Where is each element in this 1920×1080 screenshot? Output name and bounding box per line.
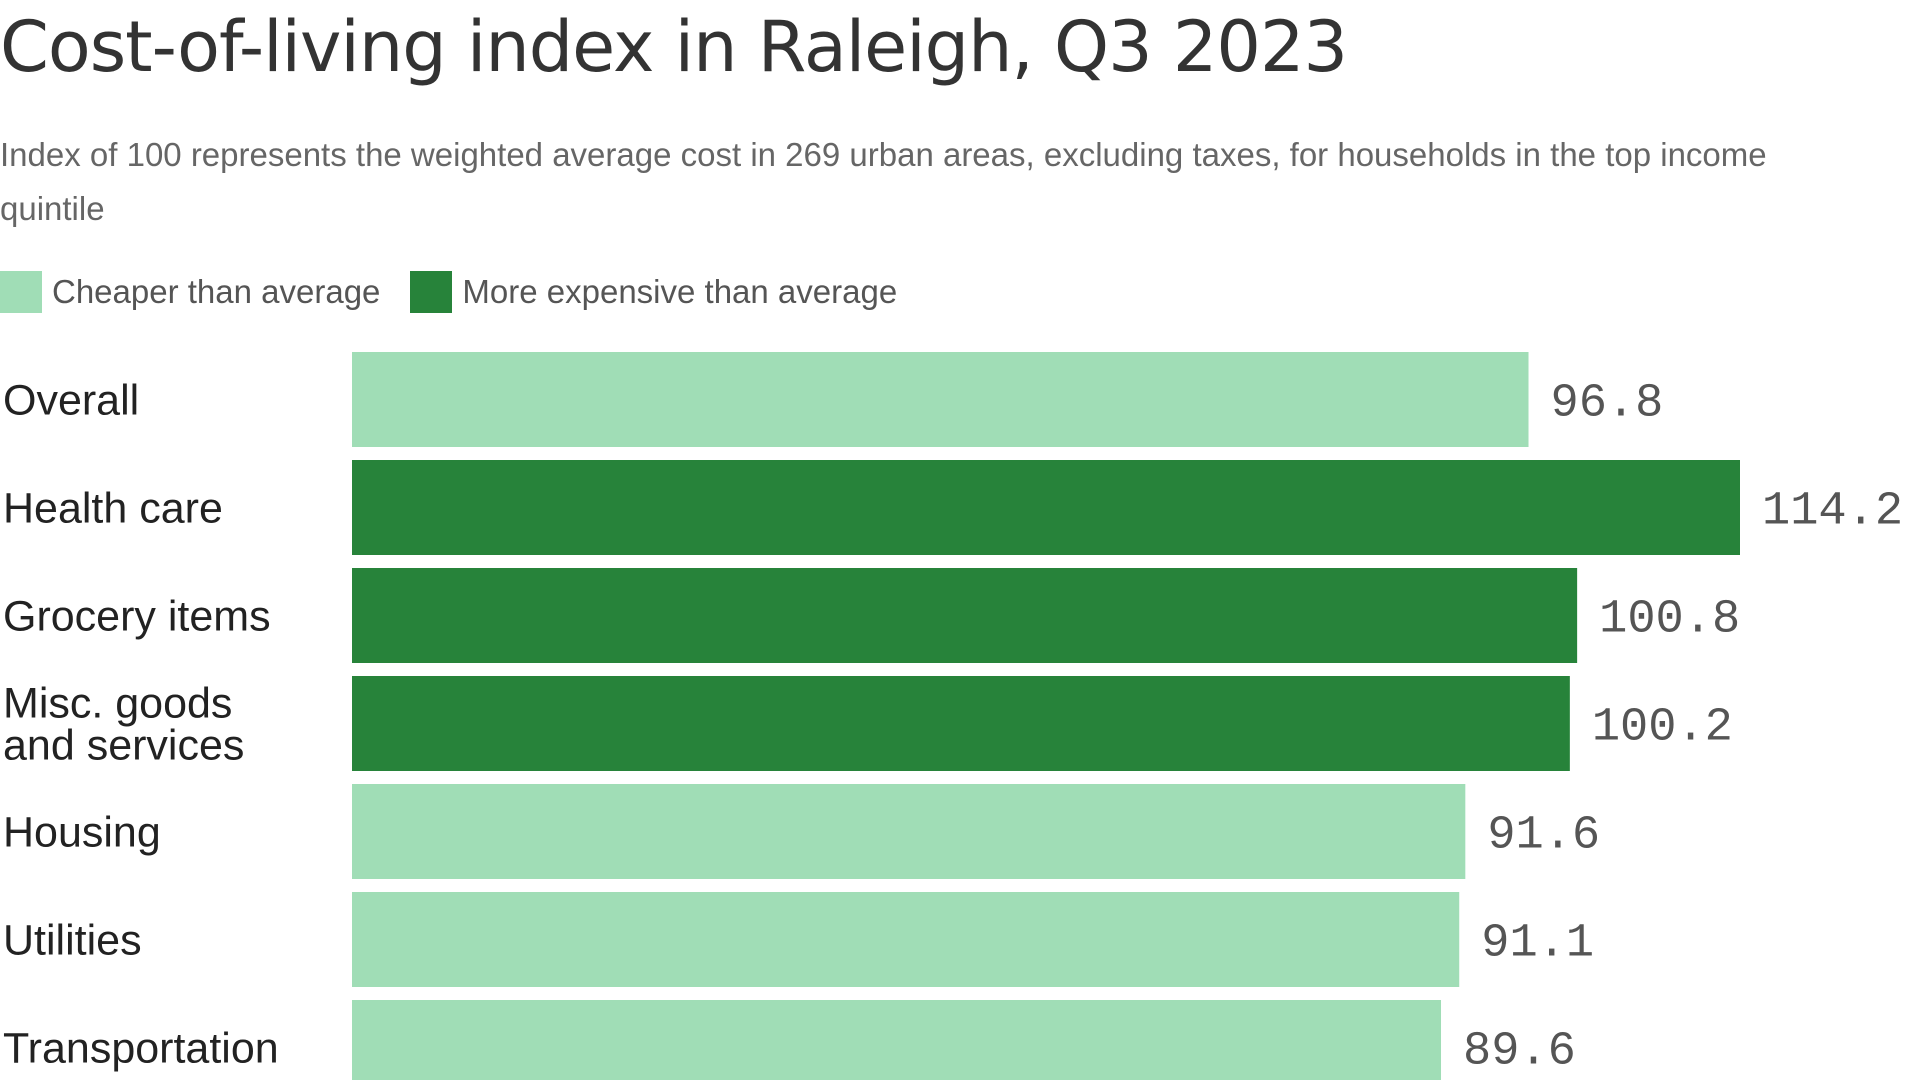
value-label-2: 100.8 [1599, 594, 1740, 647]
legend-swatch-more-expensive [410, 271, 453, 313]
category-label-4: Housing [3, 809, 161, 857]
legend-swatch-cheaper [0, 271, 42, 313]
bar-3 [352, 676, 1570, 771]
value-label-0: 96.8 [1551, 378, 1664, 431]
value-label-5: 91.1 [1481, 918, 1594, 971]
bar-chart-plot: Overall 96.8 Health care 114.2 Grocery items… [3, 352, 1903, 1080]
legend-item-more-expensive: More expensive than average [410, 271, 897, 313]
category-label-5: Utilities [3, 917, 142, 965]
chart-title: Cost-of-living index in Raleigh, Q3 2023 [0, 6, 1348, 88]
legend-label-cheaper: Cheaper than average [52, 273, 381, 310]
value-label-3: 100.2 [1592, 702, 1733, 755]
legend-item-cheaper: Cheaper than average [0, 271, 380, 313]
legend: Cheaper than average More expensive than… [0, 271, 927, 313]
value-label-6: 89.6 [1463, 1026, 1576, 1079]
value-label-4: 91.6 [1487, 810, 1600, 863]
category-label-3: Misc. goods and services [3, 680, 244, 770]
bar-2 [352, 568, 1578, 663]
category-label-2: Grocery items [3, 593, 271, 641]
bar-0 [352, 352, 1529, 447]
value-label-1: 114.2 [1762, 486, 1903, 539]
bar-5 [352, 892, 1460, 987]
category-label-1: Health care [3, 485, 223, 533]
bar-4 [352, 784, 1466, 879]
chart-subtitle: Index of 100 represents the weighted ave… [0, 136, 1767, 227]
legend-label-more-expensive: More expensive than average [462, 273, 898, 310]
category-label-0: Overall [3, 377, 139, 425]
bar-1 [352, 460, 1740, 555]
category-label-6: Transportation [3, 1025, 279, 1073]
bar-6 [352, 1000, 1442, 1080]
